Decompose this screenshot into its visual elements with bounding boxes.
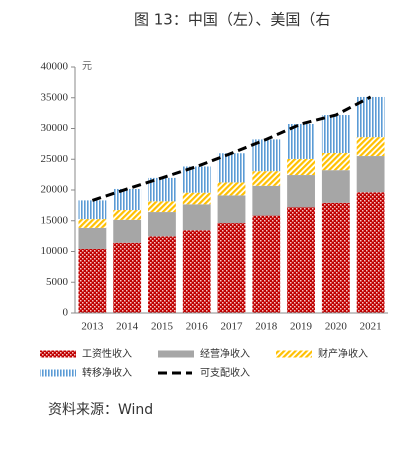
bar-segment — [356, 192, 385, 313]
bar-segment — [252, 215, 281, 313]
legend-swatch — [276, 350, 312, 358]
bar-segment — [217, 182, 246, 196]
x-tick-label: 2021 — [360, 321, 382, 333]
bar-segment — [356, 137, 385, 157]
x-tick-label: 2013 — [81, 321, 104, 333]
bar-segment — [217, 223, 246, 313]
y-tick-label: 30000 — [41, 122, 69, 134]
chart-title: 图 13：中国（左）、美国（右 — [134, 11, 330, 29]
bar-segment — [356, 96, 385, 138]
bar-segment — [78, 200, 107, 220]
y-tick-label: 35000 — [41, 91, 69, 103]
bar-segment — [287, 123, 315, 159]
bar-segment — [356, 156, 385, 193]
legend-label: 经营净收入 — [200, 347, 250, 360]
bar-segment — [113, 242, 142, 313]
bar-segment — [321, 153, 350, 171]
legend-label: 可支配收入 — [200, 366, 250, 379]
legend-swatch — [158, 350, 194, 358]
bar-segment — [287, 175, 315, 208]
y-unit: 元 — [82, 61, 92, 72]
x-tick-label: 2019 — [290, 321, 313, 333]
bar-segment — [113, 210, 142, 220]
bar-segment — [321, 115, 350, 154]
bar-segment — [148, 212, 176, 237]
y-tick-label: 10000 — [41, 245, 69, 257]
bar-segment — [287, 158, 315, 176]
bar-segment — [148, 236, 176, 313]
x-tick-label: 2015 — [151, 321, 174, 333]
bar-segment — [252, 185, 281, 216]
x-tick-label: 2017 — [221, 321, 244, 333]
y-tick-label: 20000 — [41, 184, 69, 196]
x-tick-label: 2016 — [186, 321, 209, 333]
bar-segment — [321, 202, 350, 313]
bar-segment — [78, 227, 107, 249]
legend-label: 工资性收入 — [82, 347, 132, 360]
x-tick-label: 2018 — [255, 321, 278, 333]
legend-swatch — [40, 369, 76, 377]
x-tick-label: 2014 — [116, 321, 139, 333]
y-tick-label: 5000 — [46, 276, 69, 288]
bar-segment — [148, 201, 176, 213]
bar-segment — [321, 170, 350, 203]
source: 资料来源：Wind — [48, 402, 153, 418]
y-tick-label: 40000 — [41, 61, 69, 73]
bar-segment — [182, 192, 211, 205]
bar-segment — [287, 207, 315, 313]
bar-segment — [113, 219, 142, 243]
y-tick-label: 25000 — [41, 153, 69, 165]
bar-segment — [78, 219, 107, 228]
y-tick-label: 15000 — [41, 214, 69, 226]
bar-segment — [148, 177, 176, 202]
legend-label: 财产净收入 — [318, 347, 368, 360]
bar-segment — [113, 188, 142, 211]
bar-segment — [182, 230, 211, 313]
x-tick-label: 2020 — [325, 321, 348, 333]
legend-label: 转移净收入 — [82, 366, 132, 379]
legend-swatch — [40, 350, 76, 358]
bar-segment — [182, 204, 211, 231]
line — [91, 95, 372, 202]
bar-segment — [217, 153, 246, 183]
y-tick-label: 0 — [63, 307, 69, 319]
bar-segment — [252, 171, 281, 186]
bar-segment — [78, 248, 107, 313]
bar-segment — [217, 195, 246, 224]
